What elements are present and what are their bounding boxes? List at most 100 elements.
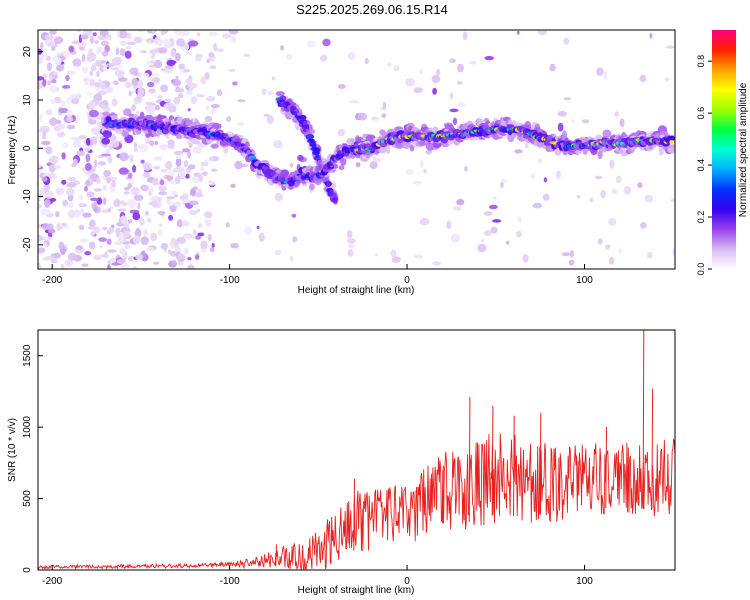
spectrogram-cell — [115, 47, 120, 55]
spectrogram-cell — [280, 45, 284, 51]
spectrogram-cell — [138, 144, 149, 153]
spectrogram-cell — [107, 155, 113, 164]
spectrogram-cell — [200, 161, 209, 167]
spectrogram-cell — [153, 165, 161, 170]
spectrogram-cell — [103, 169, 111, 177]
spectrogram-cell — [604, 70, 607, 80]
spectrogram-cell — [555, 170, 561, 180]
spectrogram-cell — [185, 78, 192, 85]
spectrogram-cell — [449, 108, 459, 113]
spectrogram-cell — [374, 252, 378, 257]
spectrogram-cell — [85, 162, 92, 171]
spectrogram-cell — [177, 92, 184, 99]
spectrogram-cell — [85, 153, 91, 163]
spectrogram-cell — [122, 230, 130, 238]
spectrogram-cell — [419, 217, 430, 226]
spectrogram-y-tick-label: 20 — [22, 46, 33, 58]
spectrogram-cell — [228, 68, 236, 73]
spectrogram-cell — [121, 202, 128, 206]
spectrogram-cell — [211, 168, 218, 172]
snr-peak — [353, 478, 355, 551]
spectrogram-cell — [182, 148, 191, 153]
spectrogram-cell — [119, 247, 126, 255]
spectrogram-cell — [62, 199, 69, 207]
spectrogram-cell — [670, 198, 675, 203]
spectrogram-cell — [405, 169, 414, 175]
spectrogram-cell — [157, 114, 163, 122]
spectrogram-cell — [174, 30, 182, 36]
spectrogram-cell — [328, 162, 333, 167]
spectrogram-cell — [160, 143, 168, 151]
spectrogram-cell — [256, 225, 260, 230]
spectrogram-cell — [96, 177, 101, 184]
spectrogram-cell — [170, 49, 176, 58]
spectrogram-cell — [86, 91, 94, 96]
spectrogram-cell — [169, 239, 179, 249]
spectrogram-cell — [86, 52, 97, 62]
spectrogram-cell — [153, 261, 160, 265]
spectrogram-cell — [164, 103, 169, 111]
snr-peak — [642, 330, 645, 509]
spectrogram-cell — [517, 216, 522, 224]
spectrogram-cell — [449, 58, 457, 64]
colorbar: 0.0 0.2 0.4 0.6 0.8 Normalized spectral ampl… — [696, 30, 749, 275]
spectrogram-cell — [142, 162, 152, 171]
spectrogram-cell — [185, 90, 193, 96]
spectrogram-cell — [134, 229, 142, 237]
spectrogram-cell — [174, 166, 184, 173]
spectrogram-cell — [67, 176, 76, 182]
spectrogram-cell — [66, 70, 76, 76]
spectrogram-cell — [86, 191, 95, 198]
spectrogram-cell — [49, 117, 58, 127]
snr-peak — [442, 465, 444, 524]
spectrogram-cell — [615, 175, 622, 184]
spectrogram-cell — [41, 140, 51, 146]
spectrogram-cell — [160, 168, 168, 173]
snr-x-tick-label: 0 — [404, 576, 410, 587]
spectrogram-cell — [93, 226, 101, 234]
spectrogram-cell — [100, 60, 107, 64]
spectrogram-cell — [237, 122, 245, 126]
spectrogram-cell — [125, 45, 132, 50]
spectrogram-cell — [114, 128, 124, 134]
spectrogram-cell — [230, 242, 240, 249]
spectrogram-cell — [189, 200, 199, 206]
spectrogram-cell — [100, 254, 109, 258]
snr-peak — [539, 412, 542, 515]
spectrogram-cell — [80, 208, 84, 214]
spectrogram-cell — [50, 98, 56, 105]
spectrogram-cell — [47, 228, 56, 234]
spectrogram-cell — [667, 135, 675, 142]
spectrogram-cell — [146, 108, 156, 114]
spectrogram-cell — [106, 34, 112, 41]
spectrogram-y-tick-label: -20 — [22, 237, 33, 252]
spectrogram-cell — [462, 31, 468, 41]
spectrogram-cell — [195, 235, 202, 240]
spectrogram-cell — [129, 154, 134, 163]
spectrogram-cell — [286, 53, 293, 61]
spectrogram-cell — [305, 136, 314, 140]
spectrogram-cell — [107, 264, 111, 269]
spectrogram-cell — [649, 33, 653, 39]
spectrogram-cell — [413, 254, 423, 259]
spectrogram-cell — [44, 256, 54, 261]
spectrogram-cell — [297, 112, 303, 116]
spectrogram-cell — [88, 101, 96, 109]
spectrogram-cell — [177, 253, 185, 260]
spectrogram-cell — [420, 159, 424, 169]
snr-y-tick-label: 500 — [22, 490, 33, 507]
spectrogram-cell — [127, 172, 133, 179]
spectrogram-cell — [515, 230, 522, 238]
spectrogram-cell — [402, 141, 411, 149]
spectrogram-cell — [210, 143, 219, 149]
spectrogram-cell — [126, 199, 137, 208]
spectrogram-cell — [85, 180, 90, 187]
spectrogram-cell — [147, 218, 152, 223]
spectrogram-cell — [371, 116, 379, 121]
spectrogram-cell — [602, 129, 612, 138]
spectrogram-cell — [197, 32, 201, 37]
spectrogram-cell — [73, 158, 78, 167]
spectrogram-cell — [65, 74, 70, 82]
spectrogram-cell — [208, 181, 216, 186]
spectrogram-cell — [179, 30, 190, 37]
